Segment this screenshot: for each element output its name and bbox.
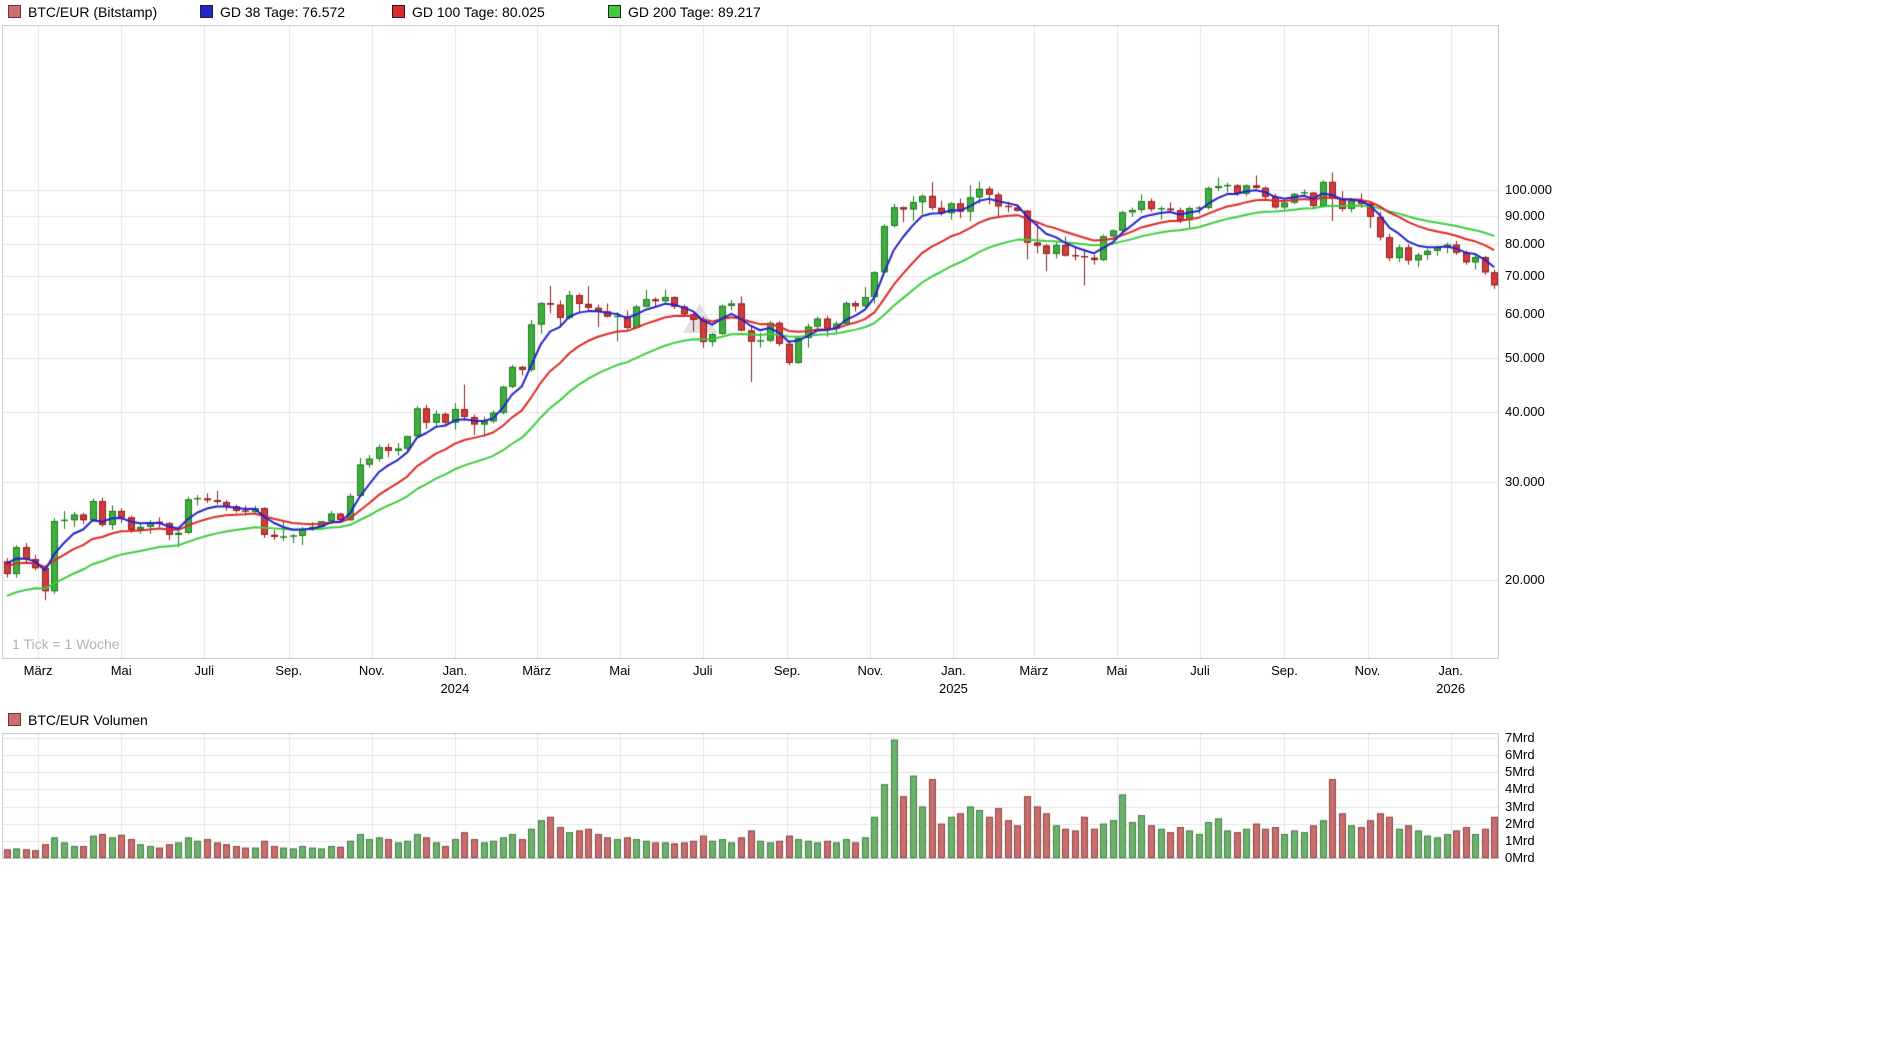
- price-tick-label: 30.000: [1505, 473, 1545, 489]
- price-tick-label: 40.000: [1505, 404, 1545, 420]
- volume-tick-label: 5Mrd: [1505, 764, 1535, 780]
- volume-tick-label: 0Mrd: [1505, 850, 1535, 865]
- month-tick-label: Nov.: [1354, 663, 1381, 678]
- tick-interval-note: 1 Tick = 1 Woche: [12, 636, 120, 652]
- month-tick-label: Nov.: [358, 663, 385, 678]
- legend-item-gd200: GD 200 Tage: 89.217: [608, 3, 761, 20]
- legend-volume-label: BTC/EUR Volumen: [28, 711, 148, 728]
- month-tick-label: Sep.: [275, 663, 303, 678]
- legend-gd100-label: GD 100 Tage: 80.025: [412, 3, 545, 20]
- legend-item-gd100: GD 100 Tage: 80.025: [392, 3, 545, 20]
- month-tick-label: Mai: [1106, 663, 1128, 678]
- legend-item-volume: BTC/EUR Volumen: [8, 711, 148, 728]
- month-tick-label: März: [1019, 663, 1049, 678]
- month-tick-label: Sep.: [773, 663, 801, 678]
- gd200-swatch-icon: [608, 5, 621, 18]
- month-tick-label: Jan.: [941, 663, 966, 678]
- price-tick-label: 60.000: [1505, 305, 1545, 321]
- month-tick-label: Mai: [110, 663, 132, 678]
- volume-tick-label: 6Mrd: [1505, 747, 1535, 763]
- price-tick-label: 90.000: [1505, 207, 1545, 223]
- volume-tick-label: 7Mrd: [1505, 730, 1535, 745]
- month-tick-label: März: [522, 663, 552, 678]
- price-tick-label: 100.000: [1505, 182, 1552, 197]
- year-tick-label: 2024: [440, 681, 470, 696]
- month-tick-label: Jan.: [1438, 663, 1463, 678]
- legend-gd200-label: GD 200 Tage: 89.217: [628, 3, 761, 20]
- month-tick-label: Nov.: [857, 663, 884, 678]
- price-tick-label: 20.000: [1505, 572, 1545, 588]
- month-tick-label: Juli: [1190, 663, 1210, 678]
- month-tick-label: Mai: [609, 663, 631, 678]
- month-tick-label: Sep.: [1271, 663, 1298, 678]
- legend-item-gd38: GD 38 Tage: 76.572: [200, 3, 345, 20]
- volume-tick-label: 2Mrd: [1505, 815, 1535, 831]
- volume-tick-label: 4Mrd: [1505, 781, 1535, 797]
- year-tick-label: 2025: [938, 681, 968, 696]
- price-tick-label: 70.000: [1505, 268, 1545, 284]
- month-tick-label: Juli: [693, 663, 713, 678]
- price-chart-canvas[interactable]: [2, 25, 1499, 659]
- volume-series-swatch-icon: [8, 713, 21, 726]
- price-series-swatch-icon: [8, 5, 21, 18]
- month-tick-label: Jan.: [442, 663, 468, 678]
- legend-gd38-label: GD 38 Tage: 76.572: [220, 3, 346, 20]
- gd100-swatch-icon: [392, 5, 405, 18]
- legend-item-price: BTC/EUR (Bitstamp): [8, 3, 157, 20]
- month-tick-label: Juli: [194, 663, 215, 678]
- volume-tick-label: 3Mrd: [1505, 798, 1535, 814]
- year-tick-label: 2026: [1436, 681, 1466, 696]
- month-tick-label: März: [23, 663, 53, 678]
- gd38-swatch-icon: [200, 5, 213, 18]
- volume-chart-canvas[interactable]: [2, 733, 1499, 859]
- legend-price-label: BTC/EUR (Bitstamp): [28, 3, 158, 20]
- volume-tick-label: 1Mrd: [1505, 832, 1535, 848]
- price-tick-label: 50.000: [1505, 349, 1545, 365]
- price-tick-label: 80.000: [1505, 236, 1545, 252]
